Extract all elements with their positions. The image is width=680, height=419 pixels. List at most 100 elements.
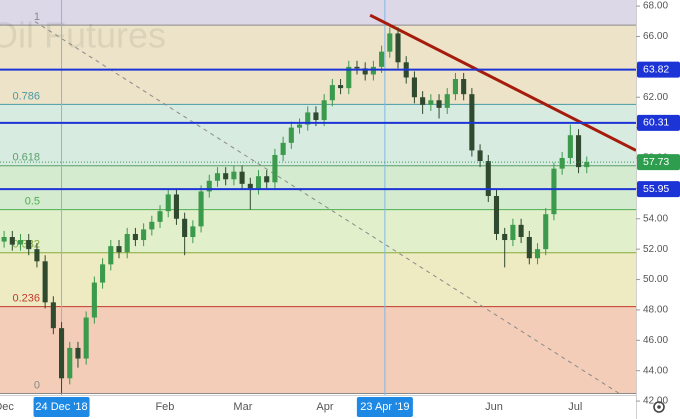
candle-body <box>264 176 270 183</box>
fib-zone <box>0 306 636 394</box>
candle-body <box>108 246 114 265</box>
fib-zone <box>0 393 636 395</box>
candle-body <box>272 154 278 183</box>
watermark: Oil Futures <box>0 15 166 56</box>
candle-body <box>165 194 171 212</box>
candle-body <box>305 112 311 125</box>
candle-body <box>17 240 24 245</box>
candle-body <box>206 180 212 192</box>
candle-body <box>313 112 319 121</box>
price-tag-label: 60.31 <box>643 117 669 129</box>
candle-body <box>247 183 253 189</box>
candle-body <box>477 150 483 162</box>
candle-body <box>182 218 188 237</box>
candle-body <box>485 161 491 196</box>
candle-body <box>370 66 376 75</box>
trend-line <box>369 13 636 152</box>
candle-body <box>379 51 385 67</box>
candle-body <box>116 246 122 253</box>
candle-body <box>452 79 459 95</box>
crosshair-tag <box>356 397 413 417</box>
trend-line <box>34 21 621 395</box>
candle-body <box>75 347 81 359</box>
candle-body <box>26 240 32 250</box>
price-tag-label: 57.73 <box>643 156 669 168</box>
crosshair-tag-label: 24 Dec '18 <box>35 401 87 413</box>
price-tag <box>637 114 680 131</box>
x-tick-label: Mar <box>233 401 252 413</box>
candle-body <box>255 176 262 189</box>
x-tick-label: Dec <box>0 401 14 413</box>
candle-body <box>362 68 368 75</box>
candle-body <box>296 124 303 128</box>
price-tag <box>637 61 680 78</box>
candle-body <box>526 237 532 259</box>
candle-body <box>576 135 582 168</box>
candle-body <box>42 261 48 303</box>
fib-zone <box>0 0 636 26</box>
price-tag-label: 63.82 <box>643 63 669 75</box>
candle-body <box>280 142 286 155</box>
candle-body <box>50 302 56 329</box>
candle-body <box>502 233 508 241</box>
candle-body <box>543 214 549 250</box>
candle-body <box>346 66 352 89</box>
settings-icon[interactable] <box>653 401 665 413</box>
candle-body <box>584 162 590 168</box>
candle-body <box>100 264 106 283</box>
candle-body <box>67 347 73 379</box>
candle-body <box>214 173 221 181</box>
y-tick-label: 46.00 <box>643 335 668 346</box>
candle-body <box>559 158 565 169</box>
candle-body <box>91 282 97 318</box>
candle-body <box>567 135 573 158</box>
price-tag <box>637 181 680 198</box>
candle-body <box>9 237 15 245</box>
candle-body <box>338 85 344 89</box>
candle-body <box>198 191 204 227</box>
fib-zone <box>0 252 636 307</box>
y-tick-label: 68.00 <box>643 1 668 12</box>
candle-body <box>231 171 237 180</box>
fib-label: 0.618 <box>12 152 40 164</box>
candle-body <box>493 195 500 234</box>
candle-body <box>124 233 130 253</box>
y-tick-label: 48.00 <box>643 305 668 316</box>
candle-body <box>83 317 89 359</box>
candle-body <box>321 100 327 121</box>
fib-label: 0.5 <box>25 196 40 208</box>
y-tick-label: 52.00 <box>643 244 668 255</box>
candle-body <box>551 168 557 215</box>
candle-body <box>387 33 393 52</box>
x-tick-label: Jun <box>485 401 503 413</box>
fib-zone <box>0 165 636 210</box>
fib-label: 0.236 <box>12 292 40 304</box>
candle-body <box>395 33 401 63</box>
candle-body <box>354 66 360 69</box>
candle-body <box>190 226 196 237</box>
crosshair-tag-label: 23 Apr '19 <box>360 401 409 413</box>
y-tick-label: 50.00 <box>643 274 668 285</box>
candle-body <box>223 173 229 180</box>
candle-body <box>420 97 426 105</box>
fib-label: 1 <box>34 11 40 23</box>
candle-body <box>428 100 434 105</box>
fib-label: 0.786 <box>12 90 40 102</box>
time-axis <box>0 395 680 419</box>
candle-body <box>59 328 65 379</box>
candle-body <box>329 85 335 101</box>
candle-body <box>436 100 442 108</box>
candle-body <box>288 127 294 143</box>
candle-body <box>173 194 179 219</box>
y-tick-label: 42.00 <box>643 396 668 407</box>
candle-body <box>149 221 155 230</box>
fib-label: 0 <box>34 379 40 391</box>
candle-body <box>141 229 147 241</box>
candle-body <box>157 211 163 222</box>
candle-body <box>411 77 417 98</box>
candle-body <box>510 224 516 241</box>
x-tick-label: Jul <box>568 401 582 413</box>
candle-body <box>444 94 450 108</box>
